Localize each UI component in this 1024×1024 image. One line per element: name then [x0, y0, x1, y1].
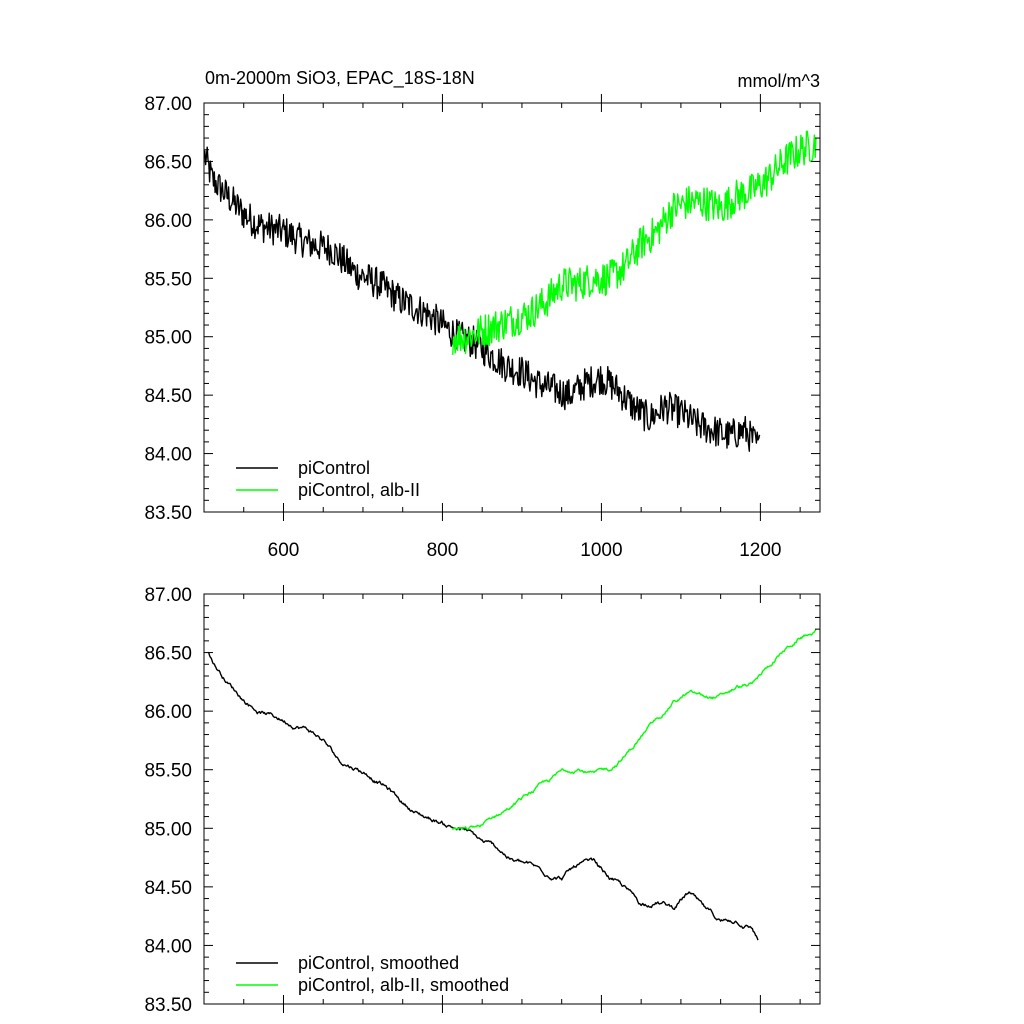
legend-label: piControl, smoothed [298, 953, 459, 973]
y-tick-label: 86.50 [144, 152, 192, 173]
series-layer [207, 629, 817, 941]
plot-frame [203, 102, 821, 513]
y-tick-label: 83.50 [144, 995, 192, 1016]
y-tick-label: 86.00 [144, 211, 192, 232]
x-tick-label: 800 [427, 540, 459, 561]
y-tick-label: 85.00 [144, 328, 192, 349]
y-tick-label: 85.50 [144, 269, 192, 290]
series-line-alb-ii [451, 629, 817, 831]
x-tick-label: 1000 [580, 540, 622, 561]
y-tick-label: 86.50 [144, 644, 192, 665]
legend-label: piControl, alb-II, smoothed [298, 975, 509, 995]
top-panel: 0m-2000m SiO3, EPAC_18S-18N mmol/m^3 83.… [144, 68, 821, 561]
bottom-panel: 83.50 84.00 84.50 85.00 85.50 86.00 86.50 87.00… [144, 585, 821, 1016]
y-tick-label: 85.50 [144, 761, 192, 782]
y-tick-label: 84.00 [144, 936, 192, 957]
y-tick-label: 87.00 [144, 585, 192, 606]
y-tick-label: 85.00 [144, 819, 192, 840]
x-tick-label: 1200 [739, 540, 781, 561]
x-tick-label: 600 [268, 540, 300, 561]
y-tick-label: 84.50 [144, 386, 192, 407]
y-tick-label: 87.00 [144, 94, 192, 115]
y-tick-label: 83.50 [144, 503, 192, 524]
axes-layer: 83.50 84.00 84.50 85.00 85.50 86.00 86.50 87.00 [144, 585, 821, 1016]
series-line-picontrol [207, 651, 759, 941]
legend-label: piControl, alb-II [298, 480, 420, 500]
axes-layer: 83.50 84.00 84.50 85.00 85.50 86.00 86.50 87.00… [144, 94, 821, 561]
series-layer [204, 130, 817, 452]
chart-title: 0m-2000m SiO3, EPAC_18S-18N [205, 68, 475, 89]
legend-label: piControl [298, 458, 370, 478]
series-line-alb-ii [451, 130, 817, 355]
y-tick-label: 84.50 [144, 878, 192, 899]
plot-frame [203, 593, 821, 1005]
y-tick-label: 84.00 [144, 445, 192, 466]
y-tick-label: 86.00 [144, 702, 192, 723]
units-label: mmol/m^3 [738, 71, 820, 91]
series-line-picontrol [204, 146, 761, 452]
